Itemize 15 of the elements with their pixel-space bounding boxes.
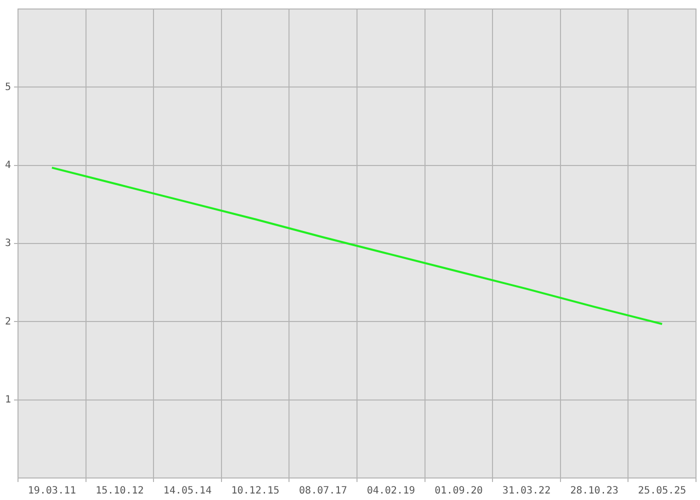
y-tick-label: 5 (4, 82, 12, 93)
x-tick-label: 25.05.25 (638, 486, 686, 497)
x-tick-label: 01.09.20 (434, 486, 483, 497)
y-tick-label: 3 (4, 238, 12, 250)
x-tick-label: 15.10.12 (96, 486, 144, 497)
x-tick-label: 28.10.23 (570, 486, 618, 497)
x-tick-label: 19.03.11 (28, 486, 76, 497)
x-tick-label: 10.12.15 (231, 486, 280, 497)
x-tick-label: 14.05.14 (163, 486, 212, 497)
y-tick-label: 1 (4, 394, 12, 406)
y-tick-label: 4 (4, 160, 12, 171)
x-tick-label: 08.07.17 (299, 486, 348, 497)
x-tick-label: 31.03.22 (502, 486, 551, 497)
x-tick-label: 04.02.19 (366, 486, 415, 497)
y-tick-label: 2 (4, 316, 12, 328)
